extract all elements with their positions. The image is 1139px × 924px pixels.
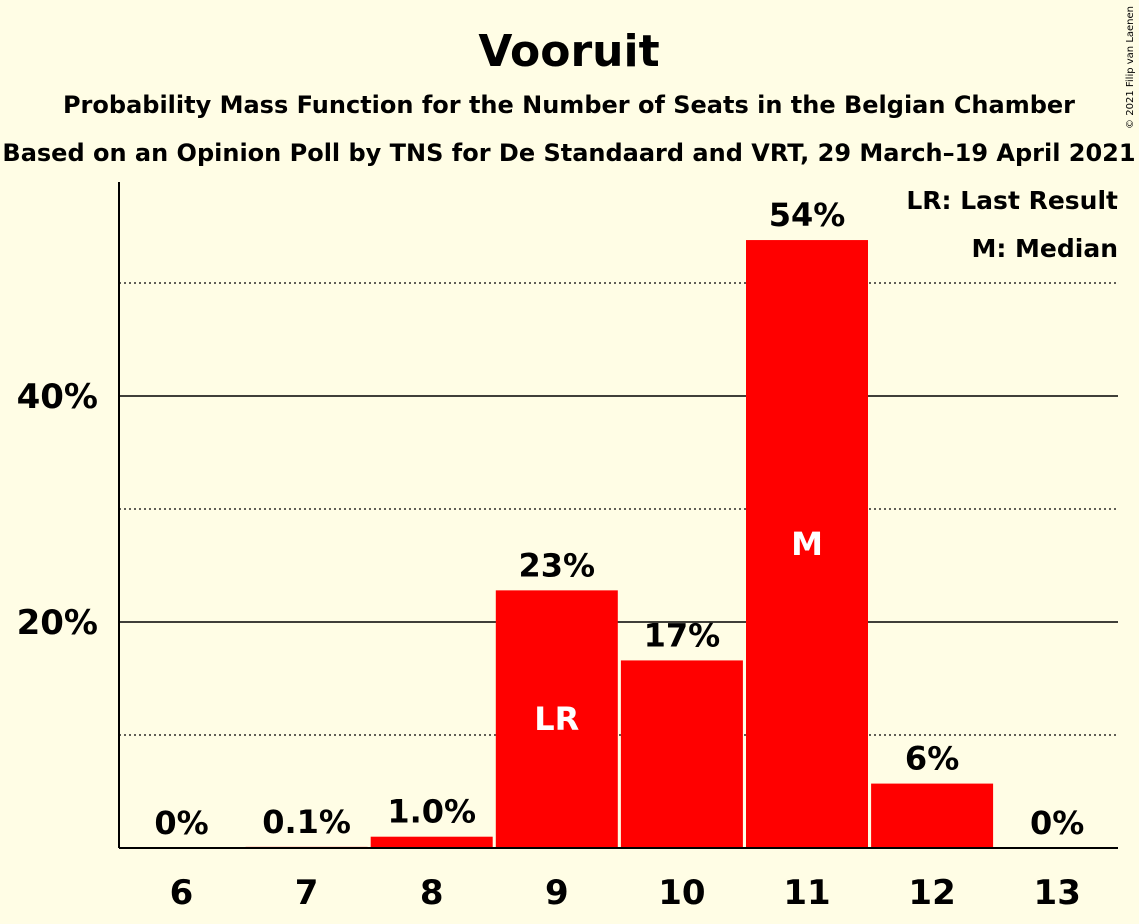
in-bar-label: M	[791, 525, 823, 563]
x-tick-label: 8	[420, 873, 444, 913]
y-tick-label: 40%	[17, 377, 98, 417]
bar-labels: 0% 0.1% 1.0% 23% LR 17% 54% M 6% 0%	[154, 196, 1084, 842]
bar-value-label: 0%	[1030, 804, 1084, 842]
bar-value-label: 6%	[905, 740, 959, 778]
bar	[746, 240, 868, 848]
bar-value-label: 1.0%	[387, 793, 476, 831]
legend-last-result: LR: Last Result	[906, 186, 1118, 215]
bar	[370, 836, 493, 848]
bars	[245, 240, 994, 848]
chart-subtitle: Probability Mass Function for the Number…	[63, 91, 1075, 119]
gridlines	[119, 282, 1118, 736]
x-tick-label: 12	[908, 873, 955, 913]
x-tick-label: 6	[170, 873, 194, 913]
x-tick-label: 9	[545, 873, 569, 913]
chart-subtitle-2: Based on an Opinion Poll by TNS for De S…	[2, 139, 1135, 167]
chart-title: Vooruit	[478, 26, 659, 77]
bar	[871, 783, 994, 848]
legend-median: M: Median	[971, 234, 1118, 263]
bar	[495, 590, 618, 848]
bar	[620, 660, 743, 848]
y-tick-label: 20%	[17, 603, 98, 643]
bar-value-label: 0%	[154, 804, 208, 842]
x-tick-label: 11	[783, 873, 830, 913]
y-tick-labels: 20% 40%	[17, 377, 98, 643]
bar-value-label: 23%	[519, 546, 596, 584]
x-tick-labels: 6 7 8 9 10 11 12 13	[170, 873, 1081, 913]
bar-value-label: 0.1%	[262, 803, 351, 841]
x-tick-label: 13	[1034, 873, 1081, 913]
bar-value-label: 17%	[644, 616, 721, 654]
bar-value-label: 54%	[769, 196, 846, 234]
copyright: © 2021 Filip van Laenen	[1125, 6, 1136, 129]
x-tick-label: 10	[658, 873, 705, 913]
in-bar-label: LR	[534, 700, 579, 738]
x-tick-label: 7	[295, 873, 319, 913]
